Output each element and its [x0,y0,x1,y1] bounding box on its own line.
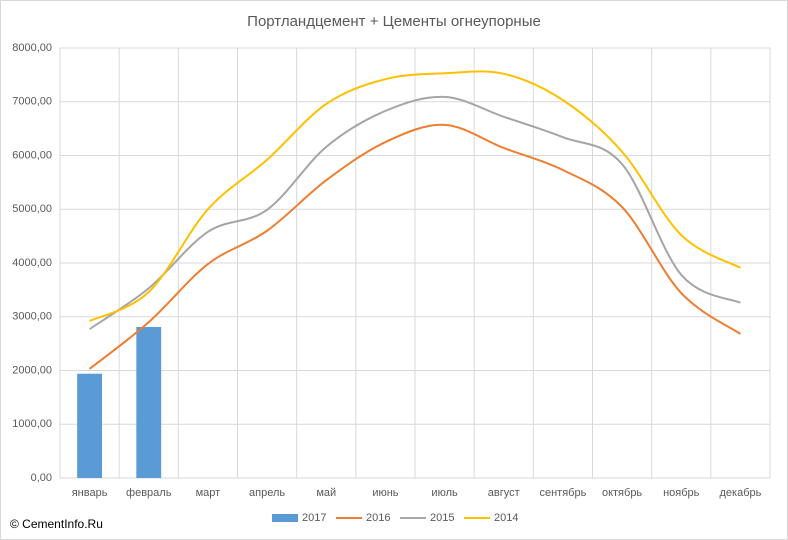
chart-title: Портландцемент + Цементы огнеупорные [247,13,541,30]
x-tick-label: сентябрь [539,487,586,499]
y-tick-label: 8000,00 [12,42,52,54]
x-tick-label: январь [72,487,108,499]
line [88,123,741,370]
copyright: © CementInfo.Ru [10,517,103,531]
y-tick-label: 4000,00 [12,257,52,269]
x-tick-label: август [488,487,520,499]
x-tick-label: октябрь [602,487,642,499]
legend-label: 2015 [430,512,454,524]
x-tick-label: февраль [126,487,172,499]
x-tick-label: март [196,487,221,499]
bar [77,373,103,478]
line [89,95,741,330]
legend-swatch [272,514,298,522]
y-tick-label: 2000,00 [12,364,52,376]
legend-label: 2017 [302,512,326,524]
x-tick-label: декабрь [719,487,761,499]
x-tick-label: июнь [372,487,398,499]
y-tick-label: 6000,00 [12,149,52,161]
y-tick-label: 5000,00 [12,203,52,215]
y-tick-label: 1000,00 [12,418,52,430]
legend-label: 2016 [366,512,390,524]
x-tick-label: ноябрь [663,487,700,499]
bar [136,326,162,478]
legend-label: 2014 [494,512,518,524]
y-tick-label: 0,00 [31,472,52,484]
x-tick-label: апрель [249,487,285,499]
y-tick-label: 3000,00 [12,311,52,323]
line [89,70,741,322]
y-tick-label: 7000,00 [12,96,52,108]
x-tick-label: май [316,487,336,499]
x-tick-label: июль [431,487,458,499]
